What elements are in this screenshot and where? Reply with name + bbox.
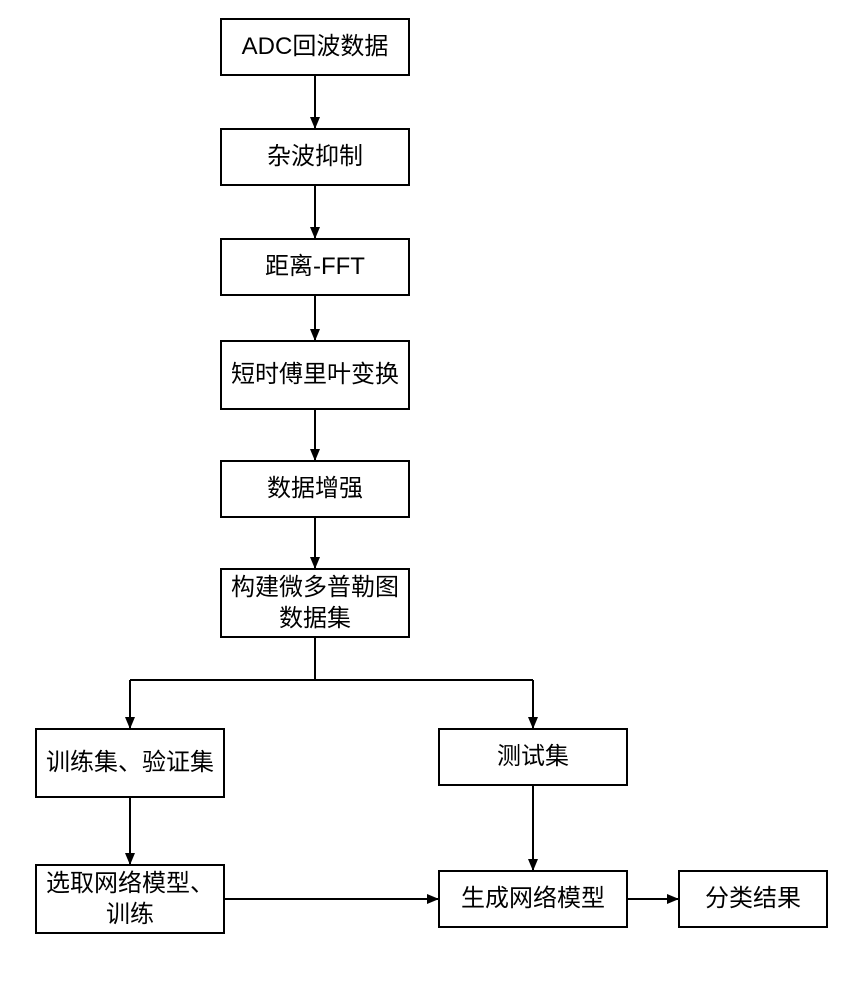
flowchart-node-n10: 生成网络模型 bbox=[438, 870, 628, 928]
flowchart-node-n4: 短时傅里叶变换 bbox=[220, 340, 410, 410]
flowchart-node-n11: 分类结果 bbox=[678, 870, 828, 928]
flowchart-node-n9: 选取网络模型、训练 bbox=[35, 864, 225, 934]
flowchart-node-n7: 训练集、验证集 bbox=[35, 728, 225, 798]
flowchart-node-n2: 杂波抑制 bbox=[220, 128, 410, 186]
flowchart-node-n3: 距离-FFT bbox=[220, 238, 410, 296]
flowchart-node-n5: 数据增强 bbox=[220, 460, 410, 518]
flowchart-node-n1: ADC回波数据 bbox=[220, 18, 410, 76]
flowchart-node-n8: 测试集 bbox=[438, 728, 628, 786]
flowchart-node-n6: 构建微多普勒图数据集 bbox=[220, 568, 410, 638]
flowchart-edges bbox=[0, 0, 845, 1000]
